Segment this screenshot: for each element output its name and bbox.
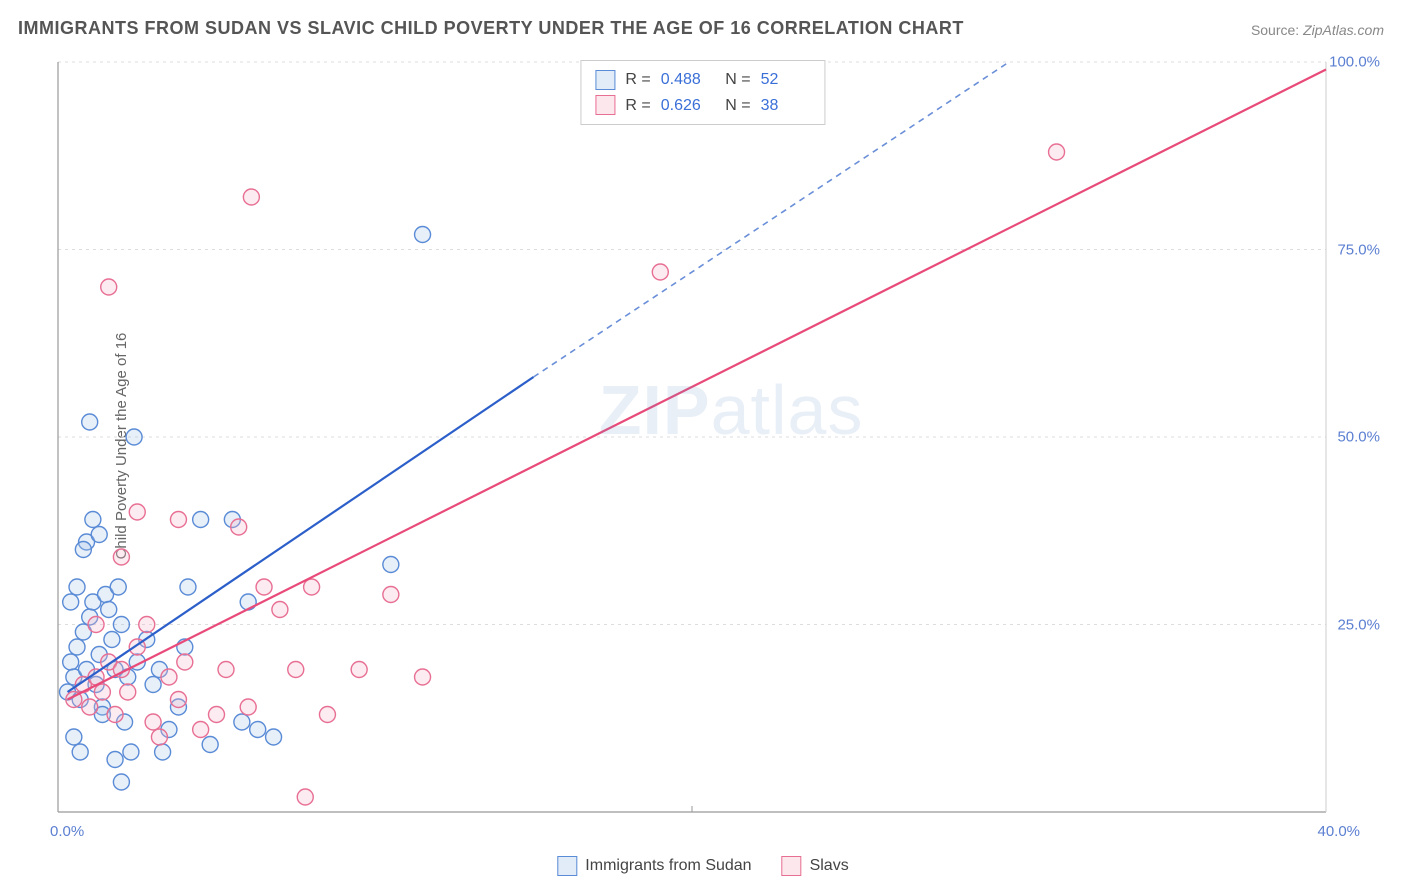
source-attribution: Source: ZipAtlas.com [1251, 22, 1384, 38]
r-label: R = [625, 93, 650, 119]
legend-row-slavs: R = 0.626 N = 38 [595, 93, 810, 119]
y-tick-label: 25.0% [1337, 616, 1380, 633]
n-value: 52 [761, 67, 811, 93]
swatch-icon [557, 856, 577, 876]
n-label: N = [721, 67, 751, 93]
legend-item-slavs: Slavs [782, 856, 849, 876]
x-tick-label: 40.0% [1317, 823, 1360, 840]
source-label: Source: [1251, 22, 1299, 38]
y-tick-label: 75.0% [1337, 241, 1380, 258]
correlation-legend: R = 0.488 N = 52 R = 0.626 N = 38 [580, 60, 825, 125]
swatch-icon [595, 95, 615, 115]
legend-row-sudan: R = 0.488 N = 52 [595, 67, 810, 93]
r-value: 0.626 [661, 93, 711, 119]
swatch-icon [782, 856, 802, 876]
chart-plot-area: 25.0%50.0%75.0%100.0%0.0%40.0% [50, 58, 1386, 842]
chart-title: IMMIGRANTS FROM SUDAN VS SLAVIC CHILD PO… [18, 18, 964, 39]
r-label: R = [625, 67, 650, 93]
n-label: N = [721, 93, 751, 119]
swatch-icon [595, 70, 615, 90]
n-value: 38 [761, 93, 811, 119]
r-value: 0.488 [661, 67, 711, 93]
x-tick-label: 0.0% [50, 823, 84, 840]
scatter-chart-svg [50, 58, 1386, 842]
y-tick-label: 100.0% [1329, 53, 1380, 70]
series-legend: Immigrants from Sudan Slavs [557, 856, 848, 876]
legend-label: Immigrants from Sudan [585, 857, 751, 875]
y-tick-label: 50.0% [1337, 429, 1380, 446]
legend-label: Slavs [810, 857, 849, 875]
legend-item-sudan: Immigrants from Sudan [557, 856, 751, 876]
source-value: ZipAtlas.com [1303, 22, 1384, 38]
